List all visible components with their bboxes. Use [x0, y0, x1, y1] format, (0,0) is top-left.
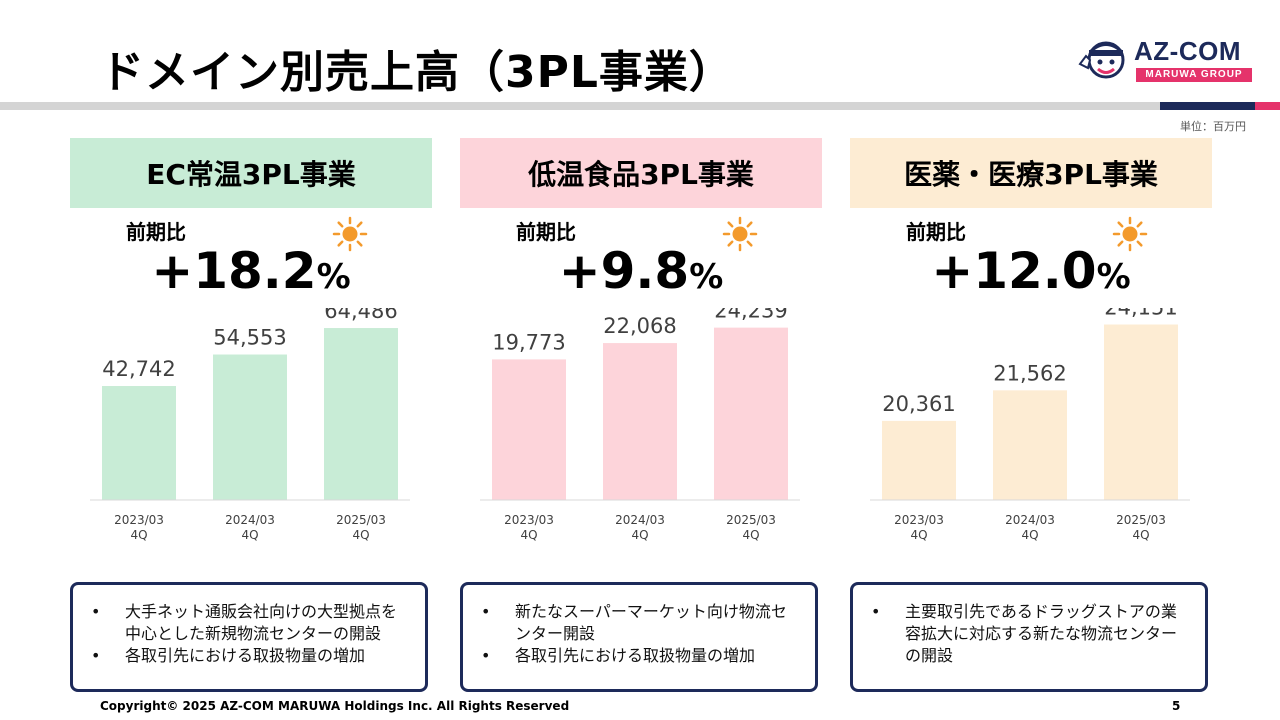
bar-chart: 42,742 2023/03 4Q 54,553 2024/03 4Q 64,486 2025… [90, 308, 410, 542]
bar [492, 359, 566, 500]
x-tick-label: 2024/03 4Q [615, 513, 665, 542]
x-tick-label: 2025/03 4Q [336, 513, 386, 542]
company-logo: AZ-COM MARUWA GROUP [1078, 36, 1258, 84]
bullet-item: 新たなスーパーマーケット向け物流センター開設 [475, 601, 801, 645]
description-box: 新たなスーパーマーケット向け物流センター開設各取引先における取扱物量の増加 [460, 582, 818, 692]
data-label: 24,151 [1104, 308, 1177, 320]
x-tick-label: 2023/03 4Q [504, 513, 554, 542]
x-tick-label: 2025/03 4Q [726, 513, 776, 542]
description-box: 主要取引先であるドラッグストアの業容拡大に対応する新たな物流センターの開設 [850, 582, 1208, 692]
page-title: ドメイン別売上高（3PL事業） [100, 47, 734, 98]
panel-header: EC常温3PL事業 [70, 138, 432, 208]
bar [603, 343, 677, 500]
data-label: 24,239 [714, 308, 787, 323]
x-tick-label: 2023/03 4Q [894, 513, 944, 542]
bar-chart: 19,773 2023/03 4Q 22,068 2024/03 4Q 24,239 2025… [480, 308, 800, 542]
title-divider-accent [1160, 102, 1255, 110]
sun-icon [1112, 216, 1148, 252]
yoy-number: +12.0 [931, 242, 1097, 300]
unit-label: 単位：百万円 [1180, 120, 1246, 133]
data-label: 20,361 [882, 392, 955, 416]
page-number: 5 [1172, 699, 1181, 713]
data-label: 21,562 [993, 361, 1066, 385]
panel-header: 医薬・医療3PL事業 [850, 138, 1212, 208]
panel-header: 低温食品3PL事業 [460, 138, 822, 208]
data-label: 54,553 [213, 326, 286, 350]
x-tick-label: 2023/03 4Q [114, 513, 164, 542]
x-tick-label: 2024/03 4Q [1005, 513, 1055, 542]
copyright: Copyright© 2025 AZ-COM MARUWA Holdings I… [100, 699, 570, 713]
bullet-item: 大手ネット通販会社向けの大型拠点を中心とした新規物流センターの開設 [85, 601, 411, 645]
bar [324, 328, 398, 500]
title-divider-accent-pink [1255, 102, 1280, 110]
sun-icon [722, 216, 758, 252]
bar [1104, 324, 1178, 500]
yoy-label: 前期比 [126, 220, 186, 244]
data-label: 64,486 [324, 308, 397, 323]
description-box: 大手ネット通販会社向けの大型拠点を中心とした新規物流センターの開設各取引先におけ… [70, 582, 428, 692]
yoy-value: +9.8% [460, 242, 822, 300]
bullet-item: 各取引先における取扱物量の増加 [85, 645, 411, 667]
yoy-value: +12.0% [850, 242, 1212, 300]
bar [102, 386, 176, 500]
x-tick-label: 2025/03 4Q [1116, 513, 1166, 542]
bar [213, 354, 287, 500]
panel-cold-food: 低温食品3PL事業 前期比 +9.8% 19,773 2023/03 4Q 22,06… [460, 138, 822, 698]
yoy-label: 前期比 [906, 220, 966, 244]
sun-icon [332, 216, 368, 252]
yoy-unit: % [316, 257, 351, 297]
mascot-logo-icon [1078, 41, 1125, 79]
x-tick-label: 2024/03 4Q [225, 513, 275, 542]
data-label: 19,773 [492, 330, 565, 354]
yoy-unit: % [1096, 257, 1131, 297]
panel-medical: 医薬・医療3PL事業 前期比 +12.0% 20,361 2023/03 4Q 21,… [850, 138, 1212, 698]
logo-name: AZ-COM [1134, 36, 1241, 66]
title-divider [0, 102, 1160, 110]
panel-ec: EC常温3PL事業 前期比 +18.2% 42,742 2023/03 4Q 54,5… [70, 138, 432, 698]
data-label: 22,068 [603, 314, 676, 338]
data-label: 42,742 [102, 357, 175, 381]
yoy-number: +9.8 [558, 242, 690, 300]
yoy-label: 前期比 [516, 220, 576, 244]
yoy-number: +18.2 [151, 242, 317, 300]
bullet-item: 各取引先における取扱物量の増加 [475, 645, 801, 667]
yoy-value: +18.2% [70, 242, 432, 300]
bar [882, 420, 956, 500]
yoy-unit: % [689, 257, 724, 297]
logo-subtitle: MARUWA GROUP [1136, 68, 1252, 82]
bar [714, 327, 788, 500]
bullet-item: 主要取引先であるドラッグストアの業容拡大に対応する新たな物流センターの開設 [865, 601, 1191, 667]
bar [993, 390, 1067, 500]
